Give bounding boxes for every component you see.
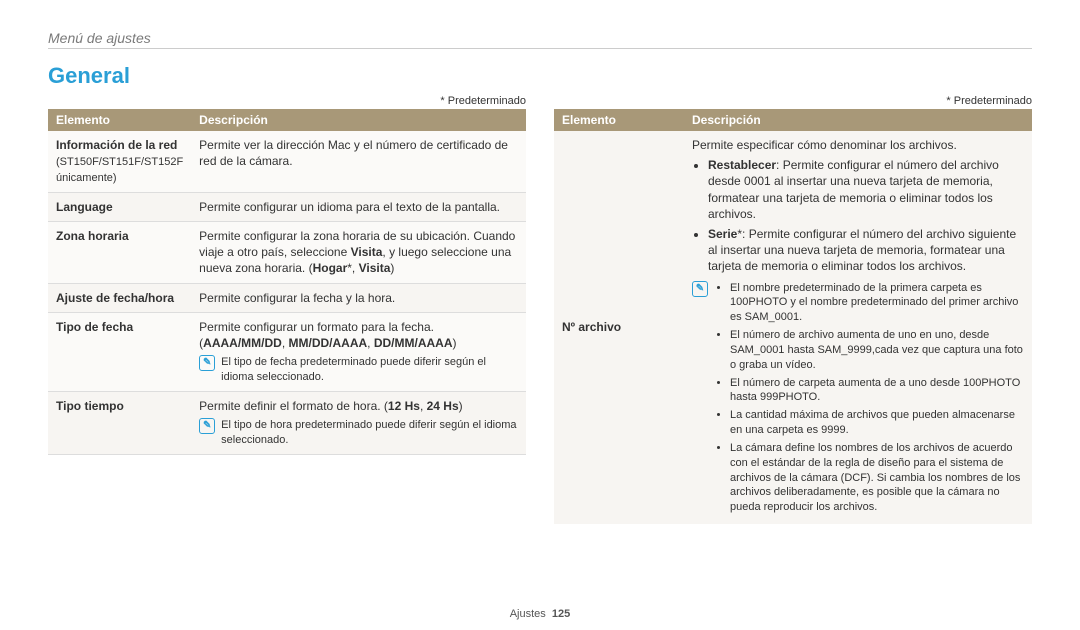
- divider: [48, 48, 1032, 49]
- page-title: General: [48, 63, 1032, 89]
- cell-descripcion: Permite definir el formato de hora. (12 …: [191, 391, 526, 454]
- list-item: La cámara define los nombres de los arch…: [730, 441, 1024, 515]
- desc-intro: Permite especificar cómo denominar los a…: [692, 137, 1024, 153]
- page-footer: Ajustes 125: [0, 608, 1080, 620]
- table-row: Ajuste de fecha/horaPermite configurar l…: [48, 283, 526, 312]
- cell-descripcion: Permite configurar la zona horaria de su…: [191, 221, 526, 283]
- cell-descripcion: Permite especificar cómo denominar los a…: [684, 131, 1032, 524]
- cell-elemento: Tipo de fecha: [48, 312, 191, 391]
- table-row: Tipo de fechaPermite configurar un forma…: [48, 312, 526, 391]
- cell-elemento: Language: [48, 192, 191, 221]
- info-icon: ✎: [692, 281, 708, 297]
- col-header-elemento: Elemento: [554, 109, 684, 131]
- breadcrumb: Menú de ajustes: [48, 30, 1032, 46]
- cell-elemento: Zona horaria: [48, 221, 191, 283]
- cell-elemento: Nº archivo: [554, 131, 684, 524]
- cell-elemento: Ajuste de fecha/hora: [48, 283, 191, 312]
- cell-descripcion: Permite configurar la fecha y la hora.: [191, 283, 526, 312]
- info-icon: ✎: [199, 418, 215, 434]
- col-header-descripcion: Descripción: [684, 109, 1032, 131]
- note-text: El tipo de hora predeterminado puede dif…: [221, 418, 518, 448]
- list-item: El número de archivo aumenta de uno en u…: [730, 328, 1024, 373]
- list-item: La cantidad máxima de archivos que puede…: [730, 408, 1024, 438]
- col-header-elemento: Elemento: [48, 109, 191, 131]
- list-item: Restablecer: Permite configurar el númer…: [708, 157, 1024, 222]
- col-header-descripcion: Descripción: [191, 109, 526, 131]
- note-text: El tipo de fecha predeterminado puede di…: [221, 355, 518, 385]
- default-note-right: * Predeterminado: [554, 95, 1032, 107]
- list-item: El número de carpeta aumenta de a uno de…: [730, 376, 1024, 406]
- list-item: El nombre predeterminado de la primera c…: [730, 281, 1024, 326]
- table-row: LanguagePermite configurar un idioma par…: [48, 192, 526, 221]
- cell-elemento: Información de la red(ST150F/ST151F/ST15…: [48, 131, 191, 192]
- settings-table-right: Elemento Descripción Nº archivo Permite …: [554, 109, 1032, 524]
- table-row: Información de la red(ST150F/ST151F/ST15…: [48, 131, 526, 192]
- info-icon: ✎: [199, 355, 215, 371]
- list-item: Serie*: Permite configurar el número del…: [708, 226, 1024, 275]
- footer-page: 125: [552, 608, 570, 620]
- cell-descripcion: Permite configurar un idioma para el tex…: [191, 192, 526, 221]
- table-row: Nº archivo Permite especificar cómo deno…: [554, 131, 1032, 524]
- cell-descripcion: Permite configurar un formato para la fe…: [191, 312, 526, 391]
- cell-descripcion: Permite ver la dirección Mac y el número…: [191, 131, 526, 192]
- table-row: Tipo tiempoPermite definir el formato de…: [48, 391, 526, 454]
- table-row: Zona horariaPermite configurar la zona h…: [48, 221, 526, 283]
- default-note-left: * Predeterminado: [48, 95, 526, 107]
- cell-elemento: Tipo tiempo: [48, 391, 191, 454]
- footer-section: Ajustes: [510, 608, 546, 620]
- settings-table-left: Elemento Descripción Información de la r…: [48, 109, 526, 455]
